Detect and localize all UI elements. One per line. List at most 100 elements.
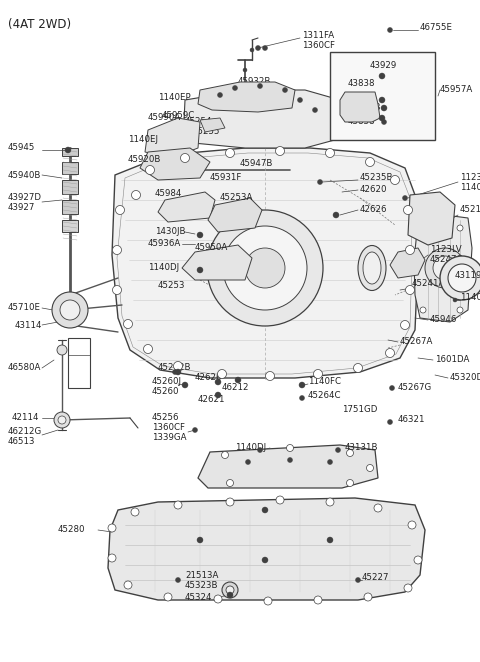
Text: 45946: 45946 [430, 316, 457, 324]
Circle shape [420, 225, 426, 231]
Circle shape [112, 285, 121, 295]
Circle shape [298, 97, 302, 103]
Circle shape [124, 581, 132, 589]
Text: 45253A: 45253A [220, 193, 253, 203]
Text: 45210: 45210 [460, 205, 480, 214]
Text: 46212G: 46212G [8, 428, 42, 436]
Circle shape [226, 148, 235, 158]
Circle shape [448, 264, 476, 292]
Text: 45956B: 45956B [240, 87, 274, 97]
Circle shape [227, 479, 233, 487]
Text: 42114: 42114 [12, 414, 39, 422]
Text: 1360CF: 1360CF [302, 42, 335, 50]
Text: 45254: 45254 [185, 117, 213, 126]
Circle shape [440, 256, 480, 300]
Text: 1140DJ: 1140DJ [235, 442, 266, 451]
Text: 1140FH: 1140FH [460, 293, 480, 303]
Circle shape [217, 369, 227, 379]
Circle shape [353, 363, 362, 373]
Circle shape [379, 73, 385, 79]
Circle shape [327, 459, 333, 465]
Circle shape [404, 584, 412, 592]
Polygon shape [158, 192, 215, 222]
Circle shape [214, 595, 222, 603]
Text: 45262B: 45262B [158, 363, 192, 373]
Circle shape [108, 524, 116, 532]
Polygon shape [145, 118, 200, 158]
Text: 46755E: 46755E [420, 23, 453, 32]
Circle shape [347, 449, 353, 457]
Polygon shape [340, 92, 380, 122]
Text: 43929: 43929 [370, 60, 397, 70]
Polygon shape [198, 82, 295, 112]
Polygon shape [112, 148, 418, 378]
Circle shape [457, 307, 463, 313]
Circle shape [227, 592, 233, 598]
Circle shape [132, 191, 141, 199]
Circle shape [283, 87, 288, 93]
Circle shape [287, 444, 293, 451]
Text: 45947B: 45947B [240, 160, 274, 169]
Circle shape [453, 298, 457, 302]
Polygon shape [414, 215, 472, 322]
Text: 45984: 45984 [155, 189, 182, 199]
Polygon shape [108, 498, 425, 600]
Circle shape [257, 448, 263, 453]
Polygon shape [183, 90, 342, 148]
Circle shape [414, 556, 422, 564]
Circle shape [123, 320, 132, 328]
Text: (4AT 2WD): (4AT 2WD) [8, 18, 71, 31]
Text: 45247C: 45247C [430, 256, 464, 265]
Circle shape [387, 420, 393, 424]
Circle shape [406, 246, 415, 254]
Circle shape [57, 345, 67, 355]
Bar [62, 200, 78, 214]
Circle shape [173, 361, 182, 371]
Text: 45932B: 45932B [238, 77, 271, 87]
Circle shape [215, 392, 221, 398]
Text: 43838: 43838 [348, 117, 375, 126]
Circle shape [333, 212, 339, 218]
Circle shape [116, 205, 124, 214]
Text: 45260: 45260 [152, 387, 180, 395]
Circle shape [299, 382, 305, 388]
Circle shape [197, 537, 203, 543]
Circle shape [382, 120, 386, 124]
Text: 46513: 46513 [8, 436, 36, 446]
Circle shape [245, 459, 251, 465]
Text: 45710E: 45710E [8, 303, 41, 312]
Text: 45940B: 45940B [8, 171, 41, 179]
Circle shape [336, 448, 340, 453]
Circle shape [197, 232, 203, 238]
Circle shape [365, 158, 374, 167]
Polygon shape [408, 192, 455, 245]
Circle shape [406, 285, 415, 295]
Circle shape [250, 48, 254, 52]
Circle shape [192, 428, 197, 432]
Circle shape [144, 344, 153, 354]
Circle shape [197, 267, 203, 273]
Circle shape [347, 479, 353, 487]
Bar [68, 338, 90, 388]
Text: 1140DJ: 1140DJ [148, 263, 179, 273]
Text: 43114: 43114 [15, 320, 43, 330]
Text: 1360CF: 1360CF [152, 424, 185, 432]
Circle shape [221, 451, 228, 459]
Circle shape [385, 348, 395, 357]
Text: 45320D: 45320D [450, 373, 480, 383]
Circle shape [108, 554, 116, 562]
Circle shape [325, 148, 335, 158]
Text: 45253: 45253 [158, 281, 185, 289]
Circle shape [326, 498, 334, 506]
Text: 43838: 43838 [348, 79, 375, 89]
Text: 1123MD: 1123MD [460, 173, 480, 183]
Circle shape [232, 85, 238, 91]
Text: 42626: 42626 [360, 205, 387, 214]
Text: 45945: 45945 [8, 144, 36, 152]
Text: 43119: 43119 [455, 271, 480, 279]
Text: 45280: 45280 [58, 526, 85, 534]
Text: 45950A: 45950A [195, 244, 228, 252]
Circle shape [52, 292, 88, 328]
Circle shape [379, 115, 385, 121]
Text: 46212: 46212 [222, 383, 250, 393]
